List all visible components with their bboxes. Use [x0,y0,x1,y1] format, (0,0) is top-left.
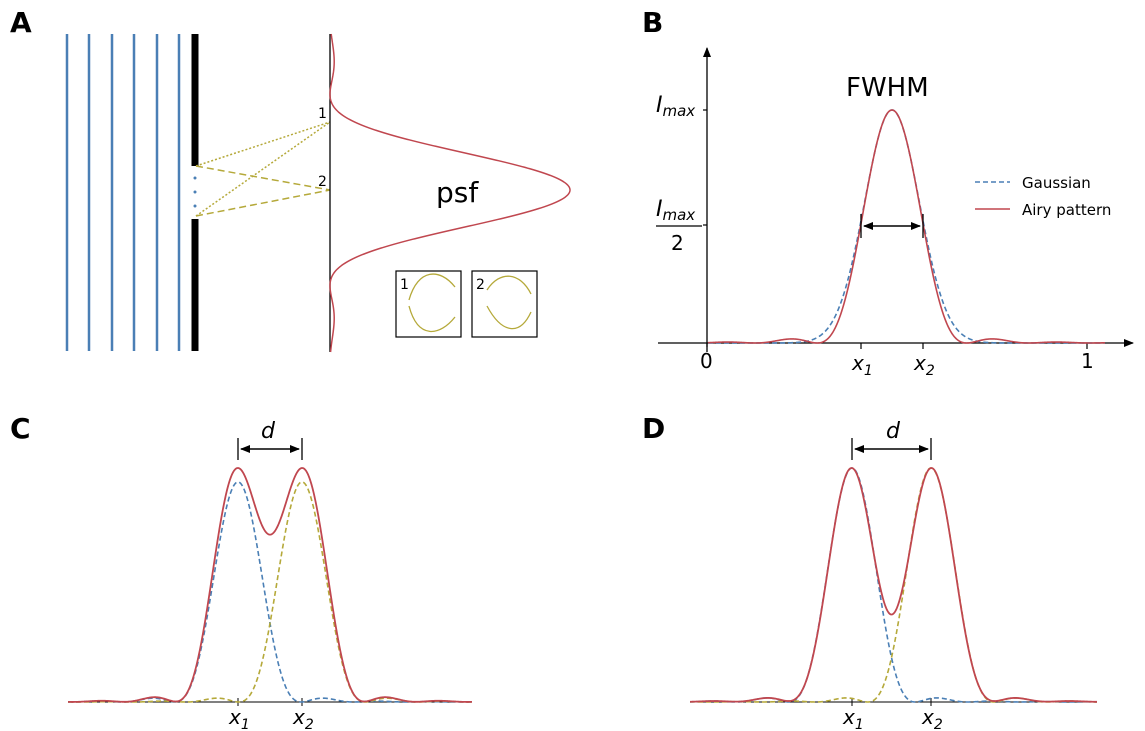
psf-label: psf [436,176,479,209]
x1-label-c: x1 [228,705,250,731]
panel-b: B Imax Imax 2 FWHM 0 1 x1 x2 Gaussian Ai… [642,6,1134,379]
imax-label: Imax [656,93,695,120]
x1-label-d: x1 [842,705,864,731]
ray-lines [195,121,331,217]
psf-2-curve-c [68,481,472,703]
sum-curve-c [67,467,473,703]
tick-1: 1 [1081,349,1094,373]
panel-d: D d x1 x2 [642,412,1097,731]
inset-1: 1 [395,270,462,338]
half-max-label: Imax 2 [656,197,702,255]
wavefronts [65,34,181,351]
legend-gaussian: Gaussian [1022,174,1091,192]
panel-a-letter: A [10,6,32,39]
inset-2: 2 [471,270,538,338]
tick-0: 0 [700,349,713,373]
slit-1-label: 1 [318,106,327,122]
panel-b-letter: B [642,6,663,39]
panel-a: A 1 2 psf 1 [10,6,571,353]
psf-curve [329,33,571,353]
aperture-dots [193,176,197,208]
x2-label-b: x2 [913,351,935,379]
gaussian-curve-b [708,109,1105,344]
x1-label-b: x1 [851,351,873,379]
inset-1-label: 1 [400,277,409,293]
svg-text:Imax: Imax [656,197,695,224]
psf-2-curve-d [689,467,1097,703]
x2-label-d: x2 [921,705,943,731]
panel-c: C d x1 x2 [10,412,473,731]
panel-c-letter: C [10,412,31,445]
x2-label-c: x2 [292,705,314,731]
legend-airy: Airy pattern [1022,201,1111,219]
panel-d-letter: D [642,412,665,445]
svg-text:2: 2 [671,231,684,255]
d-label-d: d [886,419,901,444]
psf-1-curve-c [68,481,472,703]
sum-curve-d [689,467,1097,703]
psf-1-curve-d [689,467,1097,703]
d-label-c: d [261,419,276,444]
inset-2-label: 2 [476,277,485,293]
airy-curve-b [707,109,1106,344]
fwhm-label: FWHM [846,73,929,103]
legend: Gaussian Airy pattern [975,174,1111,219]
slit-2-label: 2 [318,174,327,190]
